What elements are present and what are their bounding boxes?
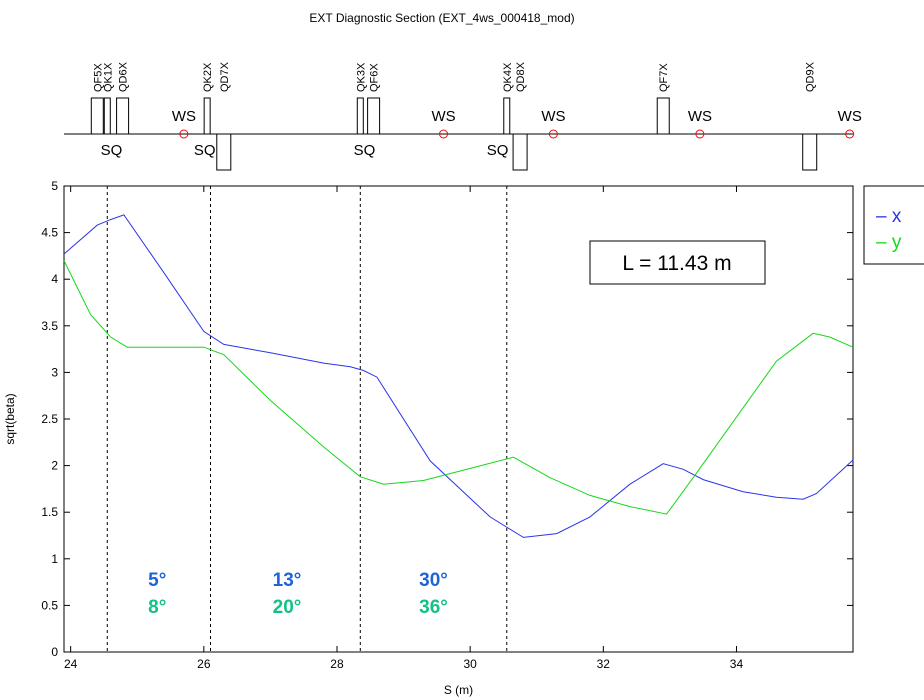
y-tick-label: 1.5 [41, 505, 58, 519]
wire-scanner-label: WS [172, 108, 196, 125]
y-tick-label: 3 [51, 365, 58, 379]
focusing-magnet [656, 97, 670, 135]
skew-quad-label: SQ [101, 142, 123, 159]
plot-area: 24 26 28 30 32 34 0 0.5 1 1.5 2 2.5 3 3.5 4 4.5 5 S (m) sq… [3, 179, 854, 697]
focusing-magnet [103, 97, 111, 135]
x-tick-label: 24 [64, 657, 78, 671]
y-tick-label: 1 [51, 552, 58, 566]
wire-scanner-label: WS [432, 108, 456, 125]
wire-scanner-marker [548, 129, 558, 139]
wire-scanner-label: WS [838, 108, 862, 125]
phase-y-label: 36° [419, 597, 448, 618]
focusing-magnet [367, 97, 381, 135]
y-tick-label: 4.5 [41, 226, 58, 240]
legend-entry-x: – x [876, 206, 902, 227]
x-tick-label: 32 [597, 657, 611, 671]
phase-y-label: 8° [148, 597, 166, 618]
magnet-label: QK2X [202, 62, 214, 92]
y-axis-label: sqrt(beta) [3, 393, 17, 444]
y-tick-label: 2 [51, 459, 58, 473]
wire-scanner-marker [845, 129, 855, 139]
focusing-magnet [203, 97, 211, 135]
focusing-magnet [90, 97, 104, 135]
x-axis-label: S (m) [444, 683, 473, 697]
defocusing-magnet [802, 133, 818, 171]
length-annotation-text: L = 11.43 m [622, 252, 731, 275]
defocusing-magnet [216, 133, 232, 171]
magnet-label: QD7X [219, 61, 231, 92]
wire-scanner-marker [695, 129, 705, 139]
phase-x-label: 5° [148, 570, 166, 591]
magnet-label: QF7X [658, 63, 670, 92]
magnet-label: QD9X [805, 61, 817, 92]
chart-title: EXT Diagnostic Section (EXT_4ws_000418_m… [309, 11, 574, 25]
magnet-label: QK4X [502, 62, 514, 92]
x-tick-label: 28 [330, 657, 344, 671]
wire-scanner-label: WS [688, 108, 712, 125]
focusing-magnet [116, 97, 130, 135]
magnet-label: QK3X [355, 62, 367, 92]
legend-entry-y: – y [876, 232, 902, 253]
y-tick-label: 0.5 [41, 598, 58, 612]
phase-x-label: 30° [419, 570, 448, 591]
wire-scanner-label: WS [541, 108, 565, 125]
focusing-magnet [356, 97, 364, 135]
y-tick-label: 5 [51, 179, 58, 193]
focusing-magnet [503, 97, 511, 135]
phase-x-label: 13° [273, 570, 302, 591]
phase-y-label: 20° [273, 597, 302, 618]
magnet-label: QD6X [118, 61, 130, 92]
length-annotation-box [589, 240, 766, 285]
x-tick-label: 26 [197, 657, 211, 671]
skew-quad-label: SQ [194, 142, 216, 159]
legend: – x – y [863, 185, 924, 265]
y-tick-label: 0 [51, 645, 58, 659]
series-line-y [63, 260, 854, 515]
y-tick-label: 4 [51, 272, 58, 286]
wire-scanner-marker [439, 129, 449, 139]
series-line-x [63, 214, 854, 538]
magnet-label: QF6X [369, 63, 381, 92]
legend-box [863, 185, 924, 265]
magnet-label: QK1X [102, 62, 114, 92]
y-tick-label: 3.5 [41, 319, 58, 333]
skew-quad-label: SQ [487, 142, 509, 159]
x-tick-label: 30 [463, 657, 477, 671]
magnet-label: QF5X [92, 63, 104, 92]
skew-quad-label: SQ [354, 142, 376, 159]
magnet-label: QD8X [515, 61, 527, 92]
y-tick-label: 2.5 [41, 412, 58, 426]
defocusing-magnet [512, 133, 528, 171]
wire-scanner-marker [179, 129, 189, 139]
x-tick-label: 34 [730, 657, 744, 671]
